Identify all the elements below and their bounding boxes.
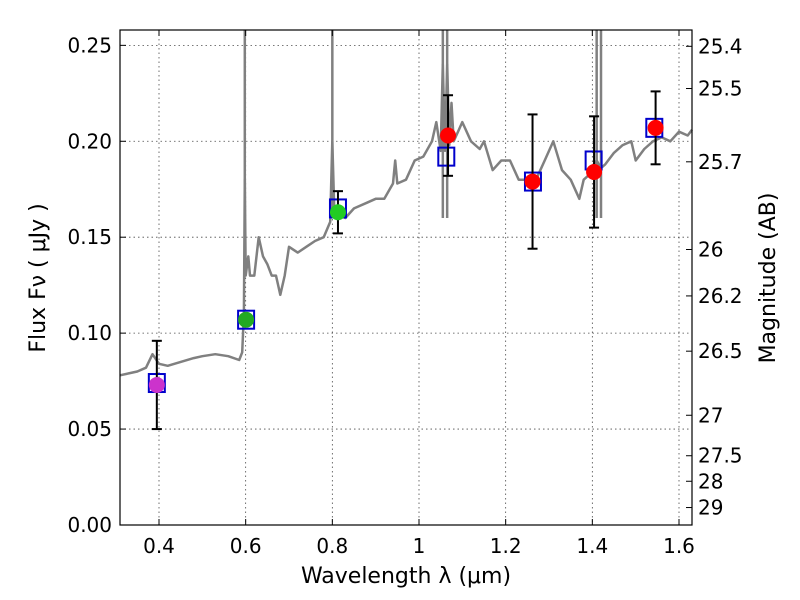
y-tick-label: 0.00 bbox=[67, 513, 112, 537]
observed-photometry-point bbox=[148, 376, 165, 393]
x-tick-label: 1 bbox=[413, 534, 426, 558]
y-axis-title: Flux Fν ( μJy ) bbox=[26, 203, 51, 352]
photometry-series bbox=[147, 90, 664, 431]
y-tick-label: 0.15 bbox=[67, 225, 112, 249]
right-tick-label: 27.5 bbox=[698, 444, 743, 468]
x-tick-label: 0.6 bbox=[230, 534, 262, 558]
right-tick-label: 26 bbox=[698, 237, 723, 261]
grid-lines bbox=[120, 30, 692, 526]
right-tick-label: 25.4 bbox=[698, 34, 743, 58]
x-tick-label: 1.2 bbox=[490, 534, 522, 558]
right-tick-label: 28 bbox=[698, 469, 723, 493]
right-tick-label: 26.2 bbox=[698, 284, 743, 308]
x-tick-label: 1.6 bbox=[663, 534, 695, 558]
x-axis-title: Wavelength λ (μm) bbox=[301, 564, 511, 589]
spectrum-line bbox=[119, 63, 693, 377]
observed-photometry-point bbox=[586, 163, 603, 180]
spectrum-series bbox=[119, 30, 693, 377]
observed-photometry-point bbox=[238, 311, 255, 328]
x-tick-label: 0.4 bbox=[143, 534, 175, 558]
x-tick-label: 0.8 bbox=[316, 534, 348, 558]
axis-ticks: 0.4 0.6 0.8 1 1.2 1.4 1.6 0.00 0.05 0.10 0.15 0.20 0… bbox=[67, 30, 743, 558]
model-photometry-square bbox=[437, 146, 456, 167]
y-tick-label: 0.25 bbox=[67, 33, 112, 57]
y-tick-label: 0.05 bbox=[67, 417, 112, 441]
right-tick-label: 29 bbox=[698, 496, 723, 520]
x-tick-label: 1.4 bbox=[576, 534, 608, 558]
observed-photometry-point bbox=[647, 119, 664, 136]
plot-frame bbox=[119, 29, 693, 526]
right-tick-label: 25.5 bbox=[698, 77, 743, 101]
observed-photometry-point bbox=[329, 204, 346, 221]
right-tick-label: 27 bbox=[698, 403, 723, 427]
right-tick-label: 25.7 bbox=[698, 150, 743, 174]
y-tick-label: 0.10 bbox=[67, 321, 112, 345]
y-tick-label: 0.20 bbox=[67, 129, 112, 153]
observed-photometry-point bbox=[440, 127, 457, 144]
observed-photometry-point bbox=[524, 173, 541, 190]
right-axis-title: Magnitude (AB) bbox=[756, 193, 781, 364]
right-tick-label: 26.5 bbox=[698, 339, 743, 363]
